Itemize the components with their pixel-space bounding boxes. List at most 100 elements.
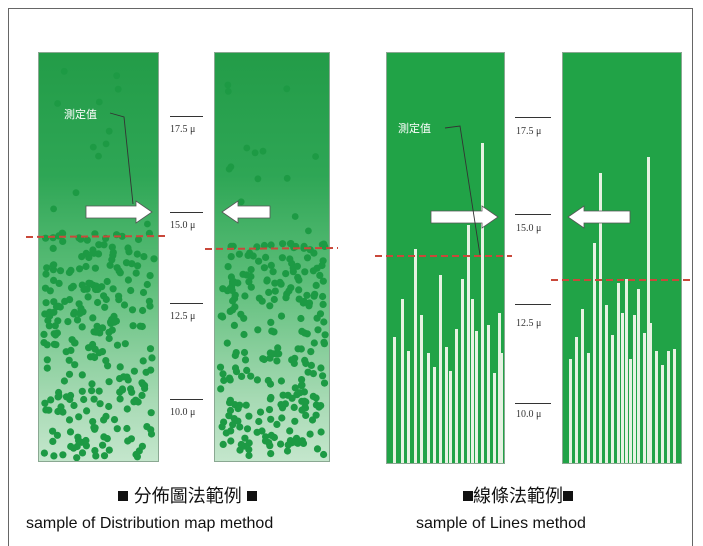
particle-dot [103,277,111,286]
particle-dot [291,213,299,220]
particle-dot [245,439,253,447]
particle-dot [78,253,86,261]
particle-dot [269,268,277,276]
lines-column-right [562,52,682,464]
particle-dot [291,384,299,392]
particle-dot [40,330,48,338]
particle-dot [43,341,51,349]
particle-dot [249,252,257,260]
particle-dot [115,296,123,304]
particle-dot [146,272,154,280]
particle-line [455,329,458,463]
particle-dot [300,397,308,405]
scale-tick [515,304,551,305]
particle-dot [303,291,311,299]
particle-dot [104,362,112,370]
particle-dot [227,253,235,261]
lines-title-cjk: 線條法範例 [473,486,563,507]
distribution-column-right [214,52,330,462]
particle-dot [260,264,268,272]
particle-dot [100,452,109,460]
particle-dot [274,344,282,352]
particle-line [445,347,448,463]
particle-dot [106,261,114,269]
particle-dot [59,408,67,416]
particle-dot [123,405,131,413]
particle-dot [319,292,327,301]
particle-dot [286,427,294,435]
particle-dot [303,254,312,262]
particle-dot [128,260,136,268]
scale-tick [170,212,203,213]
particle-line [643,333,646,463]
particle-dot [132,269,140,277]
particle-dot [113,341,122,349]
particle-dot [296,389,304,397]
particle-line [481,143,484,463]
particle-dot [297,314,305,323]
particle-dot [234,405,242,413]
particle-dot [251,149,259,157]
particle-dot [265,439,273,447]
particle-dot [82,442,90,450]
arrow-right-icon [430,205,499,229]
particle-dot [120,301,129,309]
particle-dot [247,283,255,291]
particle-dot [267,261,275,269]
particle-dot [73,442,81,451]
particle-dot [113,72,121,80]
particle-dot [125,248,133,256]
scale-label: 10.0 μ [516,409,542,420]
particle-line [599,173,602,463]
figure-border [8,8,693,546]
particle-dot [240,330,248,339]
particle-dot [116,395,124,403]
particle-dot [237,440,245,449]
particle-dot [54,100,61,107]
particle-dot [309,267,317,275]
particle-dot [319,277,327,285]
particle-dot [267,393,275,402]
particle-dot [110,312,118,320]
particle-line [605,305,608,463]
square-bullet-icon [563,491,573,501]
particle-dot [50,340,58,348]
particle-dot [234,417,242,425]
particle-dot [241,292,249,300]
particle-dot [139,288,148,297]
particle-dot [92,285,100,294]
particle-dot [140,253,148,261]
particle-dot [89,248,97,256]
particle-dot [138,391,146,399]
particle-line [629,359,632,463]
particle-dot [133,250,141,258]
particle-line [500,353,503,463]
particle-dot [94,250,103,258]
particle-dot [278,254,286,262]
particle-dot [67,284,76,292]
particle-dot [71,361,79,369]
particle-dot [312,281,320,289]
particle-dot [105,446,113,454]
particle-dot [284,441,292,449]
particle-dot [116,363,124,371]
particle-dot [78,387,86,395]
particle-dot [95,241,103,249]
particle-dot [42,299,50,307]
particle-dot [267,318,275,326]
particle-dot [95,98,103,106]
particle-dot [279,391,287,399]
callout-label: 測定值 [398,122,431,135]
particle-dot [75,300,83,308]
particle-dot [67,442,75,451]
particle-dot [54,302,62,310]
particle-dot [129,322,137,330]
particle-line [449,371,452,463]
particle-dot [224,88,232,95]
particle-dot [243,366,251,374]
particle-dot [243,425,252,433]
particle-line [433,367,436,463]
particle-dot [65,416,74,424]
particle-dot [89,143,97,151]
